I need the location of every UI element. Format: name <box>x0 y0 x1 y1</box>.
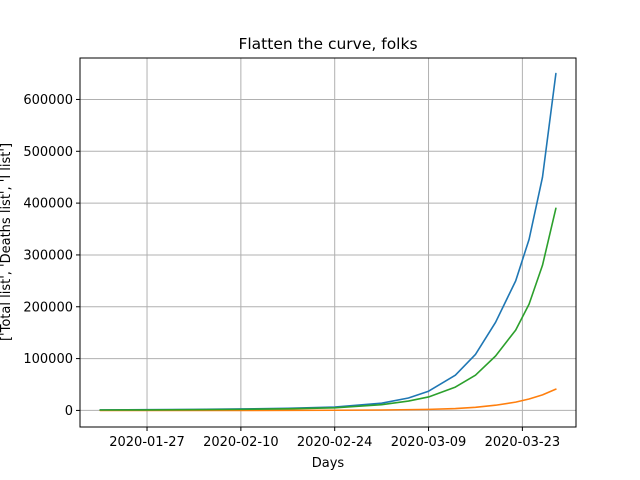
series-line-2 <box>99 388 557 412</box>
x-axis-label: Days <box>312 456 345 471</box>
chart-title: Flatten the curve, folks <box>238 35 417 53</box>
y-tick-label: 500000 <box>23 145 73 160</box>
plot-frame <box>79 57 577 428</box>
x-tick-label: 2020-02-10 <box>203 435 279 450</box>
series-line-3 <box>99 207 557 411</box>
x-tick-label: 2020-01-27 <box>109 435 185 450</box>
grid <box>80 58 576 427</box>
y-axis-label: ['Total list', 'Deaths list', 'I list'] <box>0 143 14 341</box>
x-axis-ticks: 2020-01-27 2020-02-10 2020-02-24 2020-03-09… <box>109 427 560 450</box>
y-tick-label: 300000 <box>23 248 73 263</box>
y-tick-label: 400000 <box>23 197 73 212</box>
x-tick-label: 2020-03-23 <box>485 435 561 450</box>
y-tick-label: 100000 <box>23 352 73 367</box>
y-tick-label: 600000 <box>23 93 73 108</box>
x-tick-label: 2020-02-24 <box>297 435 373 450</box>
y-tick-label: 200000 <box>23 300 73 315</box>
series-line-1 <box>99 72 557 411</box>
series-lines <box>99 72 557 412</box>
y-tick-label: 0 <box>65 404 73 419</box>
x-tick-label: 2020-03-09 <box>391 435 467 450</box>
y-axis-ticks: 0 100000 200000 300000 400000 500000 600000 <box>23 93 80 419</box>
